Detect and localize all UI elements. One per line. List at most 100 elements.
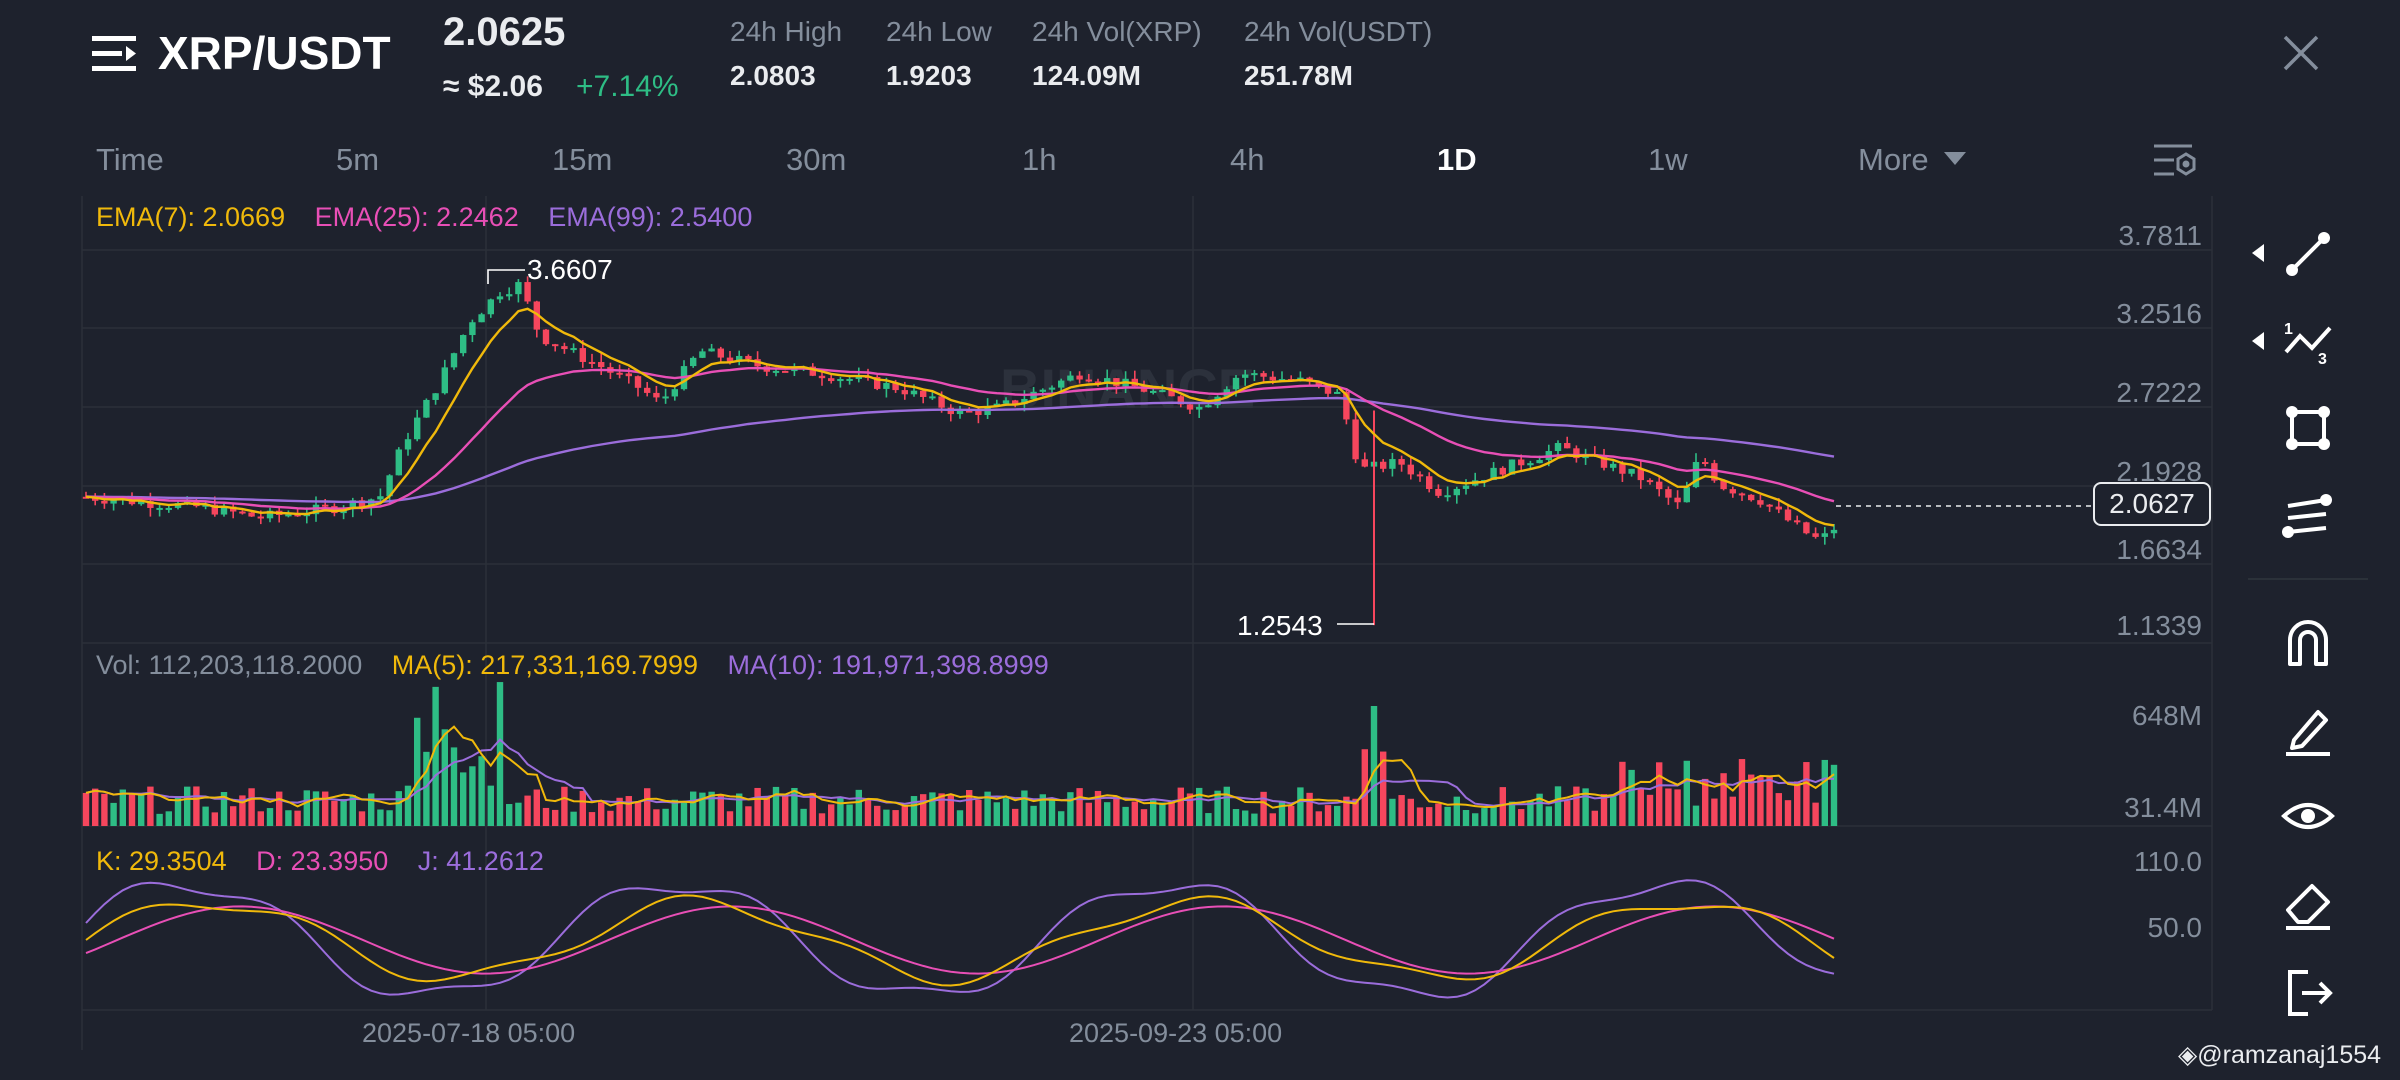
- candle-body: [662, 396, 669, 399]
- volume-bar: [653, 809, 660, 826]
- toolbar-expand-arrow-icon[interactable]: [2252, 332, 2264, 355]
- volume-bar: [1453, 796, 1460, 826]
- volume-bar: [901, 805, 908, 826]
- volume-ma5-line: [85, 725, 1835, 809]
- candle-body: [1361, 459, 1368, 467]
- candle-body: [202, 504, 209, 507]
- candle-body: [1573, 448, 1580, 459]
- candle-body: [257, 516, 264, 519]
- volume-bar: [1462, 810, 1470, 826]
- volume-bar: [184, 786, 191, 826]
- volume-bar: [717, 794, 724, 826]
- tab-1d[interactable]: 1D: [1437, 142, 1477, 177]
- candle-body: [110, 500, 117, 504]
- tab-4h[interactable]: 4h: [1230, 142, 1265, 177]
- rectangle-icon[interactable]: [2278, 398, 2338, 458]
- candle-body: [1039, 389, 1046, 392]
- x-axis-label: 2025-09-23 05:00: [1069, 1018, 1283, 1048]
- volume-bar: [1748, 774, 1755, 826]
- candle-body: [1554, 443, 1562, 452]
- volume-bar: [1674, 789, 1681, 826]
- candle-body: [1812, 533, 1819, 537]
- candle-body: [1352, 419, 1359, 460]
- candle-body: [910, 390, 918, 395]
- volume-bar: [1021, 790, 1028, 826]
- candle-body: [1610, 463, 1617, 468]
- candle-body: [653, 392, 660, 398]
- volume-bar: [1168, 800, 1175, 826]
- candle-body: [1186, 404, 1194, 410]
- volume-bar: [92, 788, 99, 826]
- exit-icon[interactable]: [2278, 962, 2338, 1022]
- volume-bar: [1370, 706, 1378, 826]
- candle-body: [1002, 400, 1010, 404]
- volume-bar: [736, 793, 743, 826]
- volume-bar: [1646, 794, 1654, 826]
- volume-bar: [1536, 793, 1543, 826]
- volume-bar: [809, 792, 816, 826]
- volume-bar: [1214, 790, 1221, 826]
- volume-bar: [1398, 795, 1405, 826]
- candle-body: [1389, 459, 1396, 469]
- volume-bar: [1343, 796, 1350, 826]
- tab-5m[interactable]: 5m: [336, 142, 380, 177]
- fibonacci-icon[interactable]: 1 3: [2278, 312, 2338, 372]
- volume-bar: [975, 799, 982, 826]
- volume-bar: [312, 791, 320, 826]
- volume-bar: [1637, 788, 1644, 826]
- candle-body: [1499, 467, 1506, 475]
- candle-body: [920, 390, 927, 397]
- volume-bar: [1573, 786, 1580, 826]
- pair-title[interactable]: XRP/USDT: [158, 27, 391, 79]
- volume-bar: [818, 813, 826, 826]
- volume-bar: [1720, 773, 1727, 826]
- tab-1w[interactable]: 1w: [1648, 142, 1688, 177]
- candle-body: [101, 500, 108, 504]
- volume-bar: [220, 791, 228, 826]
- volume-bar: [782, 795, 789, 826]
- vol-y-tick: 648M: [2131, 700, 2202, 731]
- candle-body: [1048, 387, 1056, 390]
- volume-bar: [1757, 775, 1764, 826]
- volume-bar: [745, 806, 752, 826]
- toolbar-expand-arrow-icon[interactable]: [2252, 244, 2264, 267]
- trend-line-icon[interactable]: [2278, 224, 2338, 284]
- volume-bar: [1821, 759, 1828, 826]
- volume-bar: [1407, 798, 1414, 826]
- volume-bar: [1260, 791, 1267, 826]
- candle-body: [1794, 520, 1801, 523]
- candle-body: [1738, 493, 1746, 496]
- menu-icon[interactable]: [92, 34, 138, 74]
- tab-time[interactable]: Time: [96, 142, 164, 177]
- close-icon[interactable]: [2282, 34, 2320, 72]
- tab-1h[interactable]: 1h: [1022, 142, 1057, 177]
- tab-30m[interactable]: 30m: [786, 142, 847, 177]
- diamond-icon: ◈: [2178, 1041, 2198, 1069]
- candle-body: [92, 497, 99, 501]
- candle-body: [956, 410, 964, 415]
- kdj-j-label: J: 41.2612: [417, 846, 544, 876]
- candle-body: [1702, 462, 1709, 465]
- y-tick: 2.1928: [2116, 456, 2202, 487]
- candle-body: [1683, 487, 1690, 503]
- volume-bar: [138, 794, 145, 826]
- eraser-icon[interactable]: [2278, 874, 2338, 934]
- parallel-channel-icon[interactable]: [2278, 486, 2338, 546]
- high-marker-leader: [487, 269, 525, 284]
- candle-body: [533, 301, 540, 330]
- chart-settings-icon[interactable]: [2152, 140, 2198, 187]
- tab-15m[interactable]: 15m: [552, 142, 613, 177]
- volume-bar: [1766, 775, 1773, 826]
- tab-more[interactable]: More: [1858, 142, 1929, 177]
- volume-bar: [174, 796, 182, 826]
- candle-body: [1462, 485, 1470, 489]
- pencil-icon[interactable]: [2278, 700, 2338, 760]
- eye-icon[interactable]: [2278, 786, 2338, 846]
- volume-bar: [846, 804, 853, 826]
- volume-bar: [920, 794, 927, 826]
- chevron-down-icon[interactable]: [1944, 152, 1966, 171]
- stat-24h-vol-usdt-label: 24h Vol(USDT): [1244, 16, 1433, 47]
- magnet-icon[interactable]: [2278, 612, 2338, 672]
- ema25-label: EMA(25): 2.2462: [314, 202, 519, 232]
